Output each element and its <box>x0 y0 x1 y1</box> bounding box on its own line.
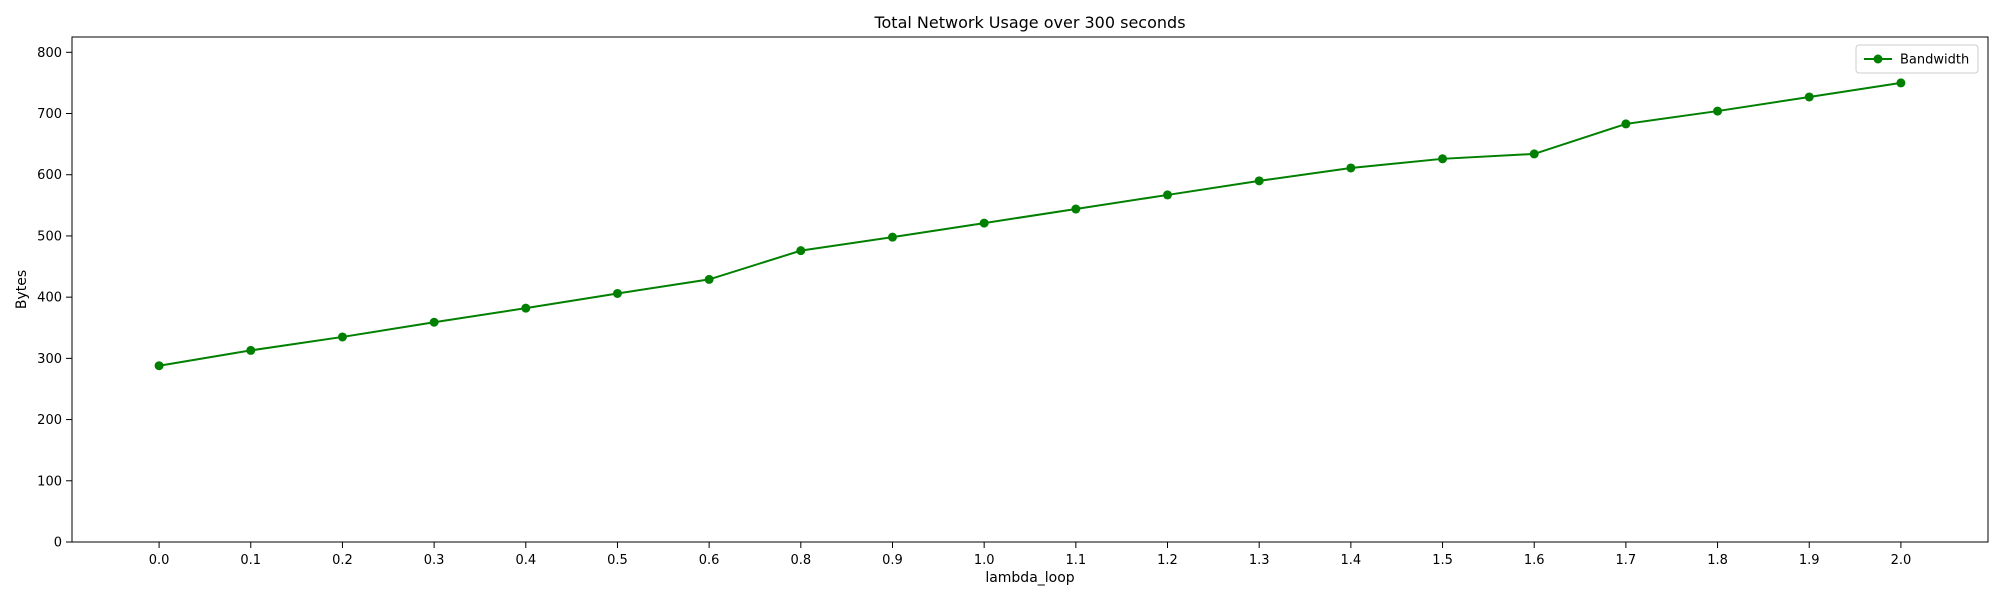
data-point <box>1438 154 1448 164</box>
data-point <box>154 361 164 371</box>
x-tick-label: 1.4 <box>1341 553 1362 568</box>
data-point <box>612 288 622 298</box>
x-tick-label: 1.3 <box>1249 553 1270 568</box>
x-tick-label: 1.6 <box>1524 553 1545 568</box>
x-tick-label: 0.2 <box>332 553 353 568</box>
y-tick-label: 300 <box>37 352 62 367</box>
x-tick-label: 0.1 <box>240 553 261 568</box>
y-tick-label: 700 <box>37 107 62 122</box>
legend-box <box>1855 44 1979 74</box>
data-point <box>1713 106 1723 116</box>
data-point <box>1071 204 1081 214</box>
x-tick-label: 1.2 <box>1157 553 1178 568</box>
data-point <box>796 246 806 256</box>
y-tick-label: 800 <box>37 46 62 61</box>
data-point <box>1621 119 1631 129</box>
data-point <box>1254 176 1264 186</box>
y-tick-label: 200 <box>37 413 62 428</box>
x-tick-label: 0.0 <box>149 553 170 568</box>
data-point <box>1346 163 1356 173</box>
chart-title: Total Network Usage over 300 seconds <box>873 13 1185 32</box>
x-tick-label: 0.4 <box>515 553 536 568</box>
data-point <box>979 218 989 228</box>
data-point <box>1529 149 1539 159</box>
x-tick-label: 0.6 <box>699 553 720 568</box>
series-line-bandwidth <box>158 81 1902 367</box>
legend: Bandwidth <box>1855 44 1979 74</box>
data-point <box>887 232 897 242</box>
y-tick-label: 0 <box>54 536 62 551</box>
data-point <box>521 303 531 313</box>
x-tick-label: 1.8 <box>1707 553 1728 568</box>
y-axis: 0 100 200 300 400 500 600 700 800 <box>37 46 72 551</box>
data-point <box>704 274 714 284</box>
data-point <box>1896 78 1906 88</box>
x-tick-label: 0.5 <box>607 553 628 568</box>
x-tick-label: 2.0 <box>1891 553 1912 568</box>
data-point <box>337 332 347 342</box>
data-point <box>429 317 439 327</box>
data-point <box>246 345 256 355</box>
legend-label-bandwidth: Bandwidth <box>1900 53 1969 68</box>
x-axis-label: lambda_loop <box>985 570 1074 586</box>
x-tick-label: 1.1 <box>1065 553 1086 568</box>
y-tick-label: 600 <box>37 168 62 183</box>
data-point <box>1804 92 1814 102</box>
y-axis-label: Bytes <box>14 270 30 309</box>
y-tick-label: 100 <box>37 474 62 489</box>
x-tick-label: 0.8 <box>790 553 811 568</box>
x-tick-label: 1.5 <box>1432 553 1453 568</box>
plot-area <box>71 36 1989 543</box>
data-point <box>1163 190 1173 200</box>
y-tick-label: 400 <box>37 291 62 306</box>
x-tick-label: 1.0 <box>974 553 995 568</box>
y-tick-label: 500 <box>37 229 62 244</box>
x-tick-label: 1.7 <box>1616 553 1637 568</box>
x-tick-label: 0.9 <box>882 553 903 568</box>
legend-marker-swatch <box>1873 54 1883 64</box>
x-tick-label: 1.9 <box>1799 553 1820 568</box>
x-axis: 0.0 0.1 0.2 0.3 0.4 0.5 0.6 0.8 0.9 1.0 1.1 1.2 1.3 1… <box>149 542 1912 568</box>
x-tick-label: 0.3 <box>424 553 445 568</box>
series-layer <box>154 78 1906 371</box>
